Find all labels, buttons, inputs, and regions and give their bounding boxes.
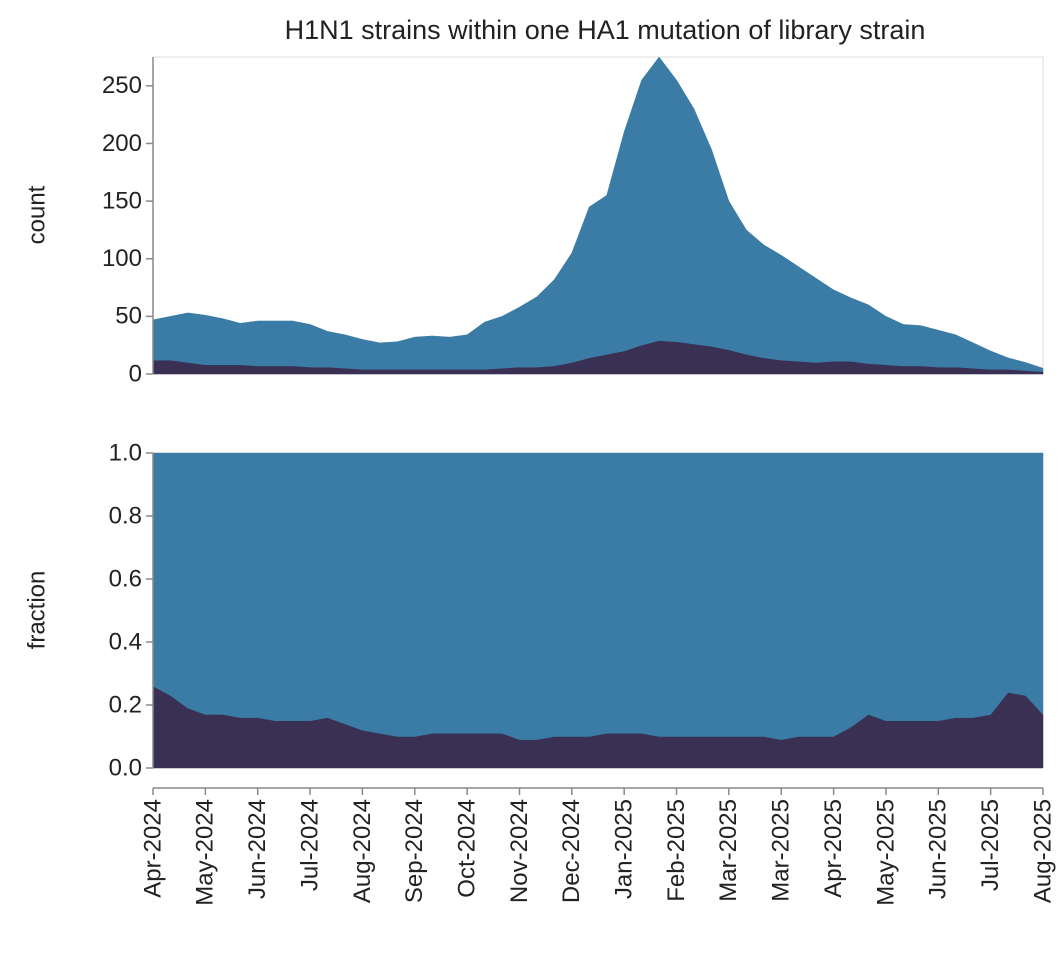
chart-title: H1N1 strains within one HA1 mutation of … xyxy=(285,15,926,45)
y-tick-label: 50 xyxy=(115,303,142,330)
x-tick-label: Nov-2024 xyxy=(506,799,533,903)
y-tick-label: 200 xyxy=(102,130,142,157)
x-tick-label: Jun-2025 xyxy=(925,799,952,899)
y-tick-label: 0.8 xyxy=(109,502,142,529)
y-tick-label: 0.0 xyxy=(109,754,142,781)
y-tick-label: 0.4 xyxy=(109,628,142,655)
y-tick-label: 1.0 xyxy=(109,439,142,466)
x-tick-label: Jul-2025 xyxy=(977,799,1004,891)
x-tick-label: Jan-2025 xyxy=(611,799,638,899)
x-tick-label: Jul-2024 xyxy=(296,799,323,891)
x-tick-label: May-2025 xyxy=(872,799,899,906)
x-tick-label: Aug-2024 xyxy=(349,799,376,903)
y-tick-label: 100 xyxy=(102,245,142,272)
y-axis-label: count xyxy=(23,185,50,244)
y-tick-label: 150 xyxy=(102,187,142,214)
area xyxy=(152,452,1044,740)
y-tick-label: 0.6 xyxy=(109,565,142,592)
x-tick-label: Mar-2025 xyxy=(715,799,742,902)
y-tick-label: 0 xyxy=(129,360,142,387)
x-tick-label: Feb-2025 xyxy=(663,799,690,902)
x-tick-label: May-2024 xyxy=(192,799,219,906)
y-tick-label: 250 xyxy=(102,72,142,99)
x-tick-label: Jun-2024 xyxy=(244,799,271,899)
x-tick-label: Mar-2025 xyxy=(768,799,795,902)
x-tick-label: Apr-2024 xyxy=(139,799,166,898)
x-tick-label: Sep-2024 xyxy=(401,799,428,903)
x-tick-label: Dec-2024 xyxy=(558,799,585,903)
x-tick-label: Apr-2025 xyxy=(820,799,847,898)
x-tick-label: Oct-2024 xyxy=(453,799,480,898)
area xyxy=(152,56,1044,372)
y-axis-label: fraction xyxy=(23,571,50,650)
x-tick-label: Aug-2025 xyxy=(1029,799,1056,903)
y-tick-label: 0.2 xyxy=(109,691,142,718)
